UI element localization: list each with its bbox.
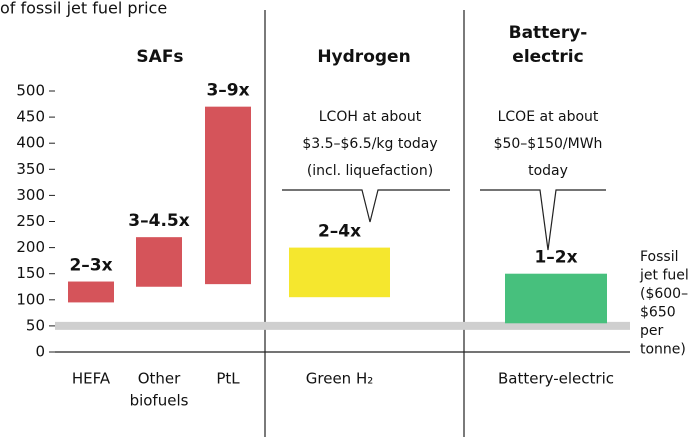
- annotation: $50–$150/MWh: [494, 136, 603, 152]
- bar: [205, 106, 251, 285]
- group-header: Battery-: [509, 23, 588, 43]
- y-tick-label: 300: [16, 186, 45, 204]
- x-tick-label: biofuels: [130, 392, 189, 410]
- y-tick-label: 0: [35, 343, 45, 361]
- reference-label: ($600–: [640, 286, 688, 302]
- annotation: $3.5–$6.5/kg today: [302, 136, 437, 152]
- x-tick-label: HEFA: [72, 370, 111, 388]
- group-header: Hydrogen: [317, 47, 410, 67]
- callout-bracket: [480, 189, 606, 251]
- y-tick-label: 200: [16, 238, 45, 256]
- value-label: 3–9x: [206, 81, 249, 101]
- annotation: today: [528, 163, 568, 179]
- reference-label: tonne): [640, 342, 686, 358]
- x-tick-label: Other: [138, 370, 181, 388]
- x-tick-label: Green H₂: [306, 370, 374, 388]
- y-tick-label: 250: [16, 212, 45, 230]
- reference-label: jet fuel: [639, 268, 689, 284]
- chart-title: of fossil jet fuel price: [0, 0, 167, 18]
- y-tick-label: 500: [16, 82, 45, 100]
- y-tick-label: 350: [16, 160, 45, 178]
- group-header: electric: [512, 47, 583, 67]
- x-tick-label: Battery-electric: [498, 370, 614, 388]
- value-label: 2–3x: [69, 256, 112, 276]
- group-header: SAFs: [136, 47, 183, 67]
- value-label: 1–2x: [534, 248, 577, 268]
- reference-label: per: [640, 323, 664, 339]
- bar: [505, 273, 607, 324]
- annotation: (incl. liquefaction): [307, 163, 433, 179]
- bar: [289, 247, 390, 298]
- y-tick-label: 400: [16, 134, 45, 152]
- reference-label: $650: [640, 305, 676, 321]
- callout-bracket: [282, 189, 450, 223]
- value-label: 2–4x: [318, 222, 361, 242]
- annotation: LCOH at about: [319, 109, 422, 125]
- x-tick-label: PtL: [216, 370, 240, 388]
- reference-label: Fossil: [640, 249, 679, 265]
- bar: [68, 281, 114, 303]
- y-tick-label: 50: [26, 316, 45, 334]
- bar: [136, 237, 182, 287]
- y-tick-label: 150: [16, 264, 45, 282]
- annotation: LCOE at about: [498, 109, 599, 125]
- value-label: 3–4.5x: [128, 211, 189, 231]
- y-tick-label: 450: [16, 108, 45, 126]
- y-tick-label: 100: [16, 290, 45, 308]
